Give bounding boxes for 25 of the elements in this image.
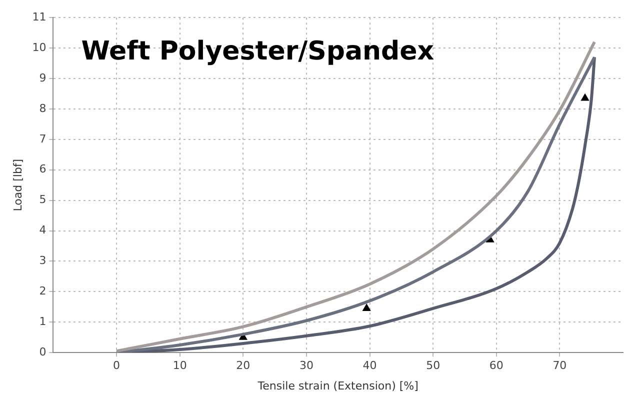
- y-tick-label: 2: [39, 284, 46, 298]
- x-tick-label: 20: [236, 359, 250, 372]
- point: [580, 93, 590, 101]
- y-tick-label: 7: [39, 132, 46, 146]
- x-tick-label: 10: [172, 359, 187, 372]
- y-axis-title: Load [lbf]: [11, 158, 24, 212]
- x-tick-label: 70: [552, 359, 567, 372]
- y-tick-label: 4: [39, 224, 46, 237]
- x-tick-label: 30: [299, 359, 314, 372]
- point: [362, 303, 371, 311]
- y-tick-label: 5: [39, 193, 46, 206]
- y-tick-label: 0: [39, 345, 46, 358]
- x-axis-title: Tensile strain (Extension) [%]: [256, 379, 418, 392]
- y-tick-label: 9: [39, 71, 46, 84]
- text: Weft Polyester/Spandex: [81, 36, 434, 66]
- y-tick-label: 10: [32, 40, 46, 54]
- y-tick-label: 3: [39, 254, 46, 268]
- x-tick-label: 60: [489, 359, 504, 372]
- y-tick-label: 8: [39, 102, 46, 115]
- x-tick-label: 40: [362, 359, 377, 372]
- x-tick-label: 0: [113, 359, 120, 372]
- y-tick-label: 6: [39, 162, 46, 176]
- x-tick-label: 50: [426, 359, 440, 372]
- y-tick-label: 11: [32, 10, 46, 24]
- y-tick-label: 1: [39, 315, 46, 328]
